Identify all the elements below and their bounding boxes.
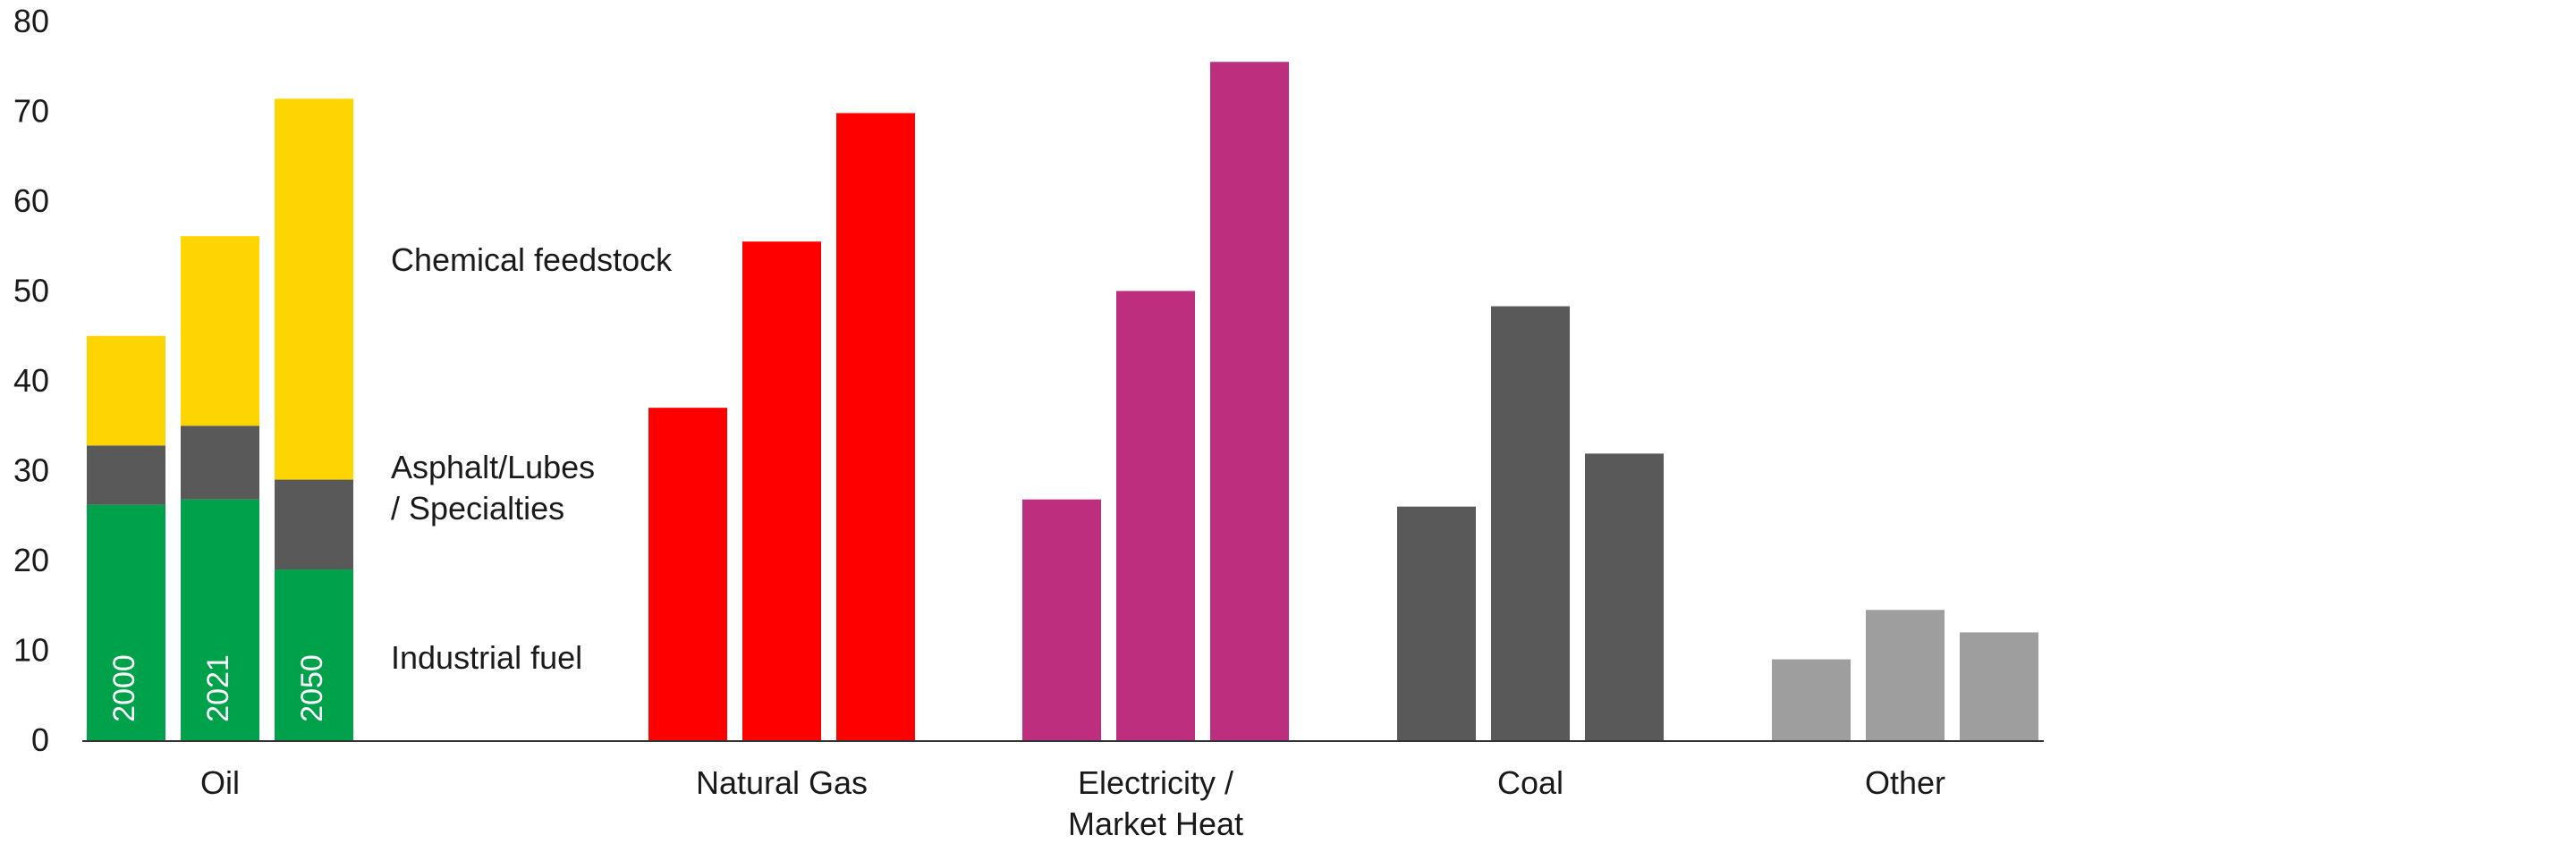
category-label: Oil: [200, 764, 240, 801]
bar: [1397, 506, 1476, 740]
category-label: Electricity / Market Heat: [1068, 764, 1243, 842]
y-tick-label: 20: [13, 542, 49, 578]
bar-group: [87, 62, 2038, 741]
oil-stacked-bar-segment: [181, 499, 259, 740]
oil-series-label: Asphalt/Lubes / Specialties: [391, 449, 595, 527]
bar: [1585, 453, 1664, 740]
year-labels: 2000 2021 2050: [107, 654, 329, 722]
bar: [1491, 306, 1570, 740]
y-tick-label: 0: [31, 721, 49, 758]
oil-series-label: Industrial fuel: [391, 639, 582, 676]
category-label: Coal: [1497, 764, 1563, 801]
category-label: Natural Gas: [696, 764, 868, 801]
oil-segment-labels: Industrial fuel Asphalt/Lubes / Specialtie…: [391, 241, 673, 676]
bar: [1866, 610, 1945, 740]
y-tick-label: 40: [13, 362, 49, 399]
oil-stacked-bar-segment: [275, 479, 353, 570]
year-label: 2021: [201, 654, 235, 722]
bar: [742, 241, 821, 741]
y-tick-label: 60: [13, 182, 49, 219]
oil-stacked-bar-segment: [275, 569, 353, 740]
bar: [1210, 62, 1289, 741]
oil-stacked-bar-segment: [87, 504, 165, 740]
year-label: 2050: [295, 654, 329, 722]
category-label: Other: [1865, 764, 1945, 801]
oil-stacked-bar-segment: [181, 426, 259, 500]
bar: [836, 113, 915, 740]
y-axis-ticks: 0 10 20 30 40 50 60 70 80: [13, 3, 49, 758]
year-label: 2000: [107, 654, 141, 722]
bar: [1022, 499, 1101, 740]
bar: [1960, 632, 2038, 740]
y-tick-label: 10: [13, 632, 49, 669]
category-labels: Oil Natural Gas Electricity / Market Heat Co…: [200, 764, 1945, 842]
oil-stacked-bar-segment: [181, 236, 259, 426]
y-tick-label: 50: [13, 273, 49, 309]
y-tick-label: 80: [13, 3, 49, 39]
oil-stacked-bar-segment: [87, 335, 165, 446]
oil-stacked-bar-segment: [87, 445, 165, 505]
bar: [1116, 291, 1195, 740]
y-tick-label: 30: [13, 452, 49, 489]
oil-series-label: Chemical feedstock: [391, 241, 673, 278]
bar: [1772, 659, 1851, 740]
bar: [648, 408, 727, 740]
y-tick-label: 70: [13, 93, 49, 130]
oil-stacked-bar-segment: [275, 98, 353, 480]
